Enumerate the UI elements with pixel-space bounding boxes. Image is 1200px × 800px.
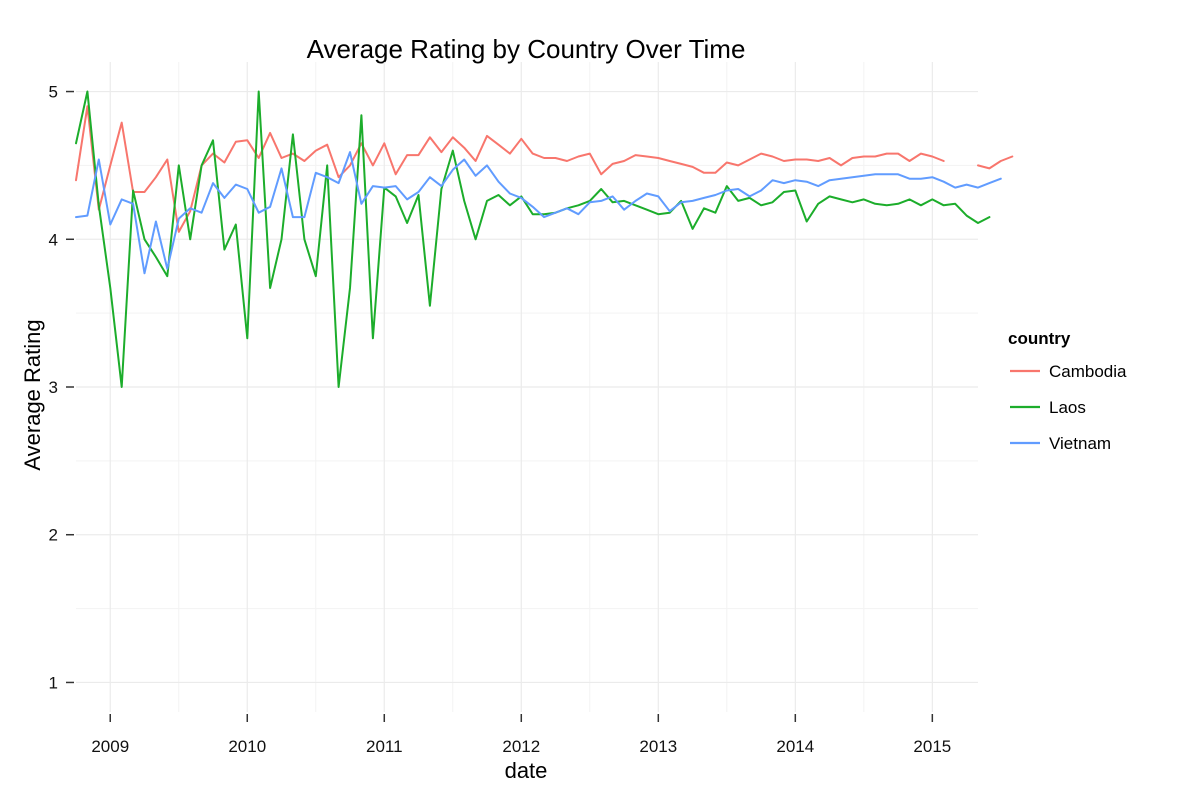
y-tick-label: 1 [49,673,58,692]
legend: country Cambodia Laos Vietnam [1008,329,1127,453]
x-tick-label: 2013 [639,737,677,756]
series-line-laos [75,90,991,388]
x-tick-label: 2009 [91,737,129,756]
x-tick-label: 2010 [228,737,266,756]
x-tick-label: 2015 [913,737,951,756]
y-tick-label: 5 [49,83,58,102]
x-tick-label: 2011 [366,737,403,756]
y-tick-label: 2 [49,526,58,545]
grid [76,62,978,712]
y-tick-label: 4 [49,230,58,249]
series-line-vietnam [75,151,1002,275]
y-axis-title: Average Rating [20,319,45,470]
x-tick-label: 2012 [502,737,540,756]
x-axis: 2009 2010 2011 2012 2013 2014 2015 [91,714,951,756]
legend-title: country [1008,329,1071,348]
series-lines [75,90,1014,388]
legend-label: Vietnam [1049,434,1111,453]
legend-label: Laos [1049,398,1086,417]
y-axis: 1 2 3 4 5 [49,83,74,692]
legend-label: Cambodia [1049,362,1127,381]
series-line-cambodia [75,105,1014,233]
x-axis-title: date [505,758,548,783]
chart-title: Average Rating by Country Over Time [307,34,746,64]
y-tick-label: 3 [49,378,58,397]
x-tick-label: 2014 [776,737,814,756]
